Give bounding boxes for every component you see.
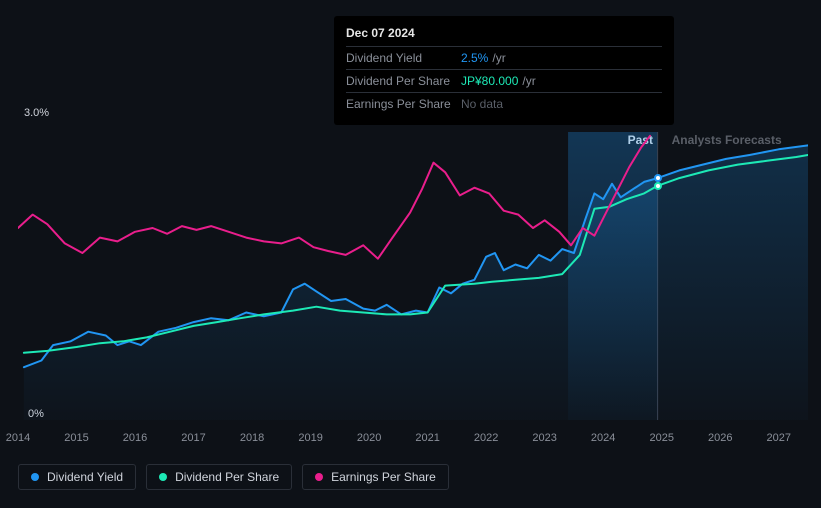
legend-label: Earnings Per Share <box>331 470 436 484</box>
tooltip-value: 2.5% <box>461 51 488 65</box>
tooltip-label: Dividend Yield <box>346 51 461 65</box>
tooltip-unit: /yr <box>492 51 505 65</box>
chart-root: Dec 07 2024 Dividend Yield 2.5% /yr Divi… <box>0 0 821 508</box>
x-axis: 2014201520162017201820192020202120222023… <box>18 432 808 450</box>
legend-item-eps[interactable]: Earnings Per Share <box>302 464 449 490</box>
tooltip-label: Earnings Per Share <box>346 97 461 111</box>
tooltip-date: Dec 07 2024 <box>346 26 662 47</box>
legend-item-dps[interactable]: Dividend Per Share <box>146 464 292 490</box>
tooltip-row-eps: Earnings Per Share No data <box>346 93 662 115</box>
chart-area[interactable]: 3.0% 0% Past Analysts Forecasts <box>0 105 821 425</box>
x-tick: 2016 <box>123 432 147 444</box>
legend-dot-icon <box>31 473 39 481</box>
x-tick: 2025 <box>649 432 673 444</box>
series-marker <box>654 182 662 190</box>
x-tick: 2026 <box>708 432 732 444</box>
tooltip-label: Dividend Per Share <box>346 74 461 88</box>
legend: Dividend Yield Dividend Per Share Earnin… <box>18 464 449 490</box>
x-tick: 2019 <box>298 432 322 444</box>
tooltip-value: JP¥80.000 <box>461 74 518 88</box>
x-tick: 2017 <box>181 432 205 444</box>
plot-svg <box>18 132 808 420</box>
chart-tooltip: Dec 07 2024 Dividend Yield 2.5% /yr Divi… <box>334 16 674 125</box>
x-tick: 2021 <box>415 432 439 444</box>
tooltip-row-dps: Dividend Per Share JP¥80.000 /yr <box>346 70 662 93</box>
x-tick: 2027 <box>766 432 790 444</box>
x-tick: 2024 <box>591 432 615 444</box>
legend-dot-icon <box>159 473 167 481</box>
x-tick: 2015 <box>64 432 88 444</box>
x-tick: 2023 <box>532 432 556 444</box>
x-tick: 2022 <box>474 432 498 444</box>
tooltip-row-yield: Dividend Yield 2.5% /yr <box>346 47 662 70</box>
tooltip-unit: /yr <box>522 74 535 88</box>
legend-item-yield[interactable]: Dividend Yield <box>18 464 136 490</box>
legend-label: Dividend Per Share <box>175 470 279 484</box>
x-tick: 2020 <box>357 432 381 444</box>
tooltip-nodata: No data <box>461 97 503 111</box>
y-axis-top-label: 3.0% <box>24 107 49 119</box>
legend-label: Dividend Yield <box>47 470 123 484</box>
x-tick: 2018 <box>240 432 264 444</box>
legend-dot-icon <box>315 473 323 481</box>
x-tick: 2014 <box>6 432 30 444</box>
